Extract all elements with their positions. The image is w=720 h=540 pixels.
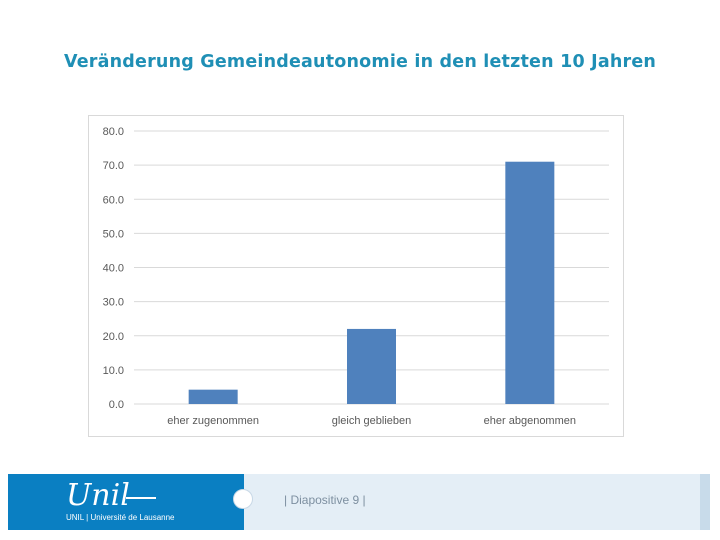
footer-dot [233,489,253,509]
y-tick-label: 70.0 [103,160,124,172]
y-tick-label: 80.0 [103,126,124,138]
footer-brand-panel [8,474,244,530]
logo-underline [126,497,156,499]
y-tick-label: 60.0 [103,194,124,206]
footer-edge [700,474,710,530]
slide-number: | Diapositive 9 | [284,493,366,507]
slide-title: Veränderung Gemeindeautonomie in den let… [63,52,657,72]
x-tick-label: eher abgenommen [484,415,576,427]
y-tick-label: 50.0 [103,228,124,240]
footer-info-panel [244,474,710,530]
bar [347,328,396,404]
logo-caption: UNIL | Université de Lausanne [66,513,175,522]
bar-chart: 0.0 10.0 20.0 30.0 40.0 50.0 60.0 70.0 80.0 eher … [103,126,609,427]
chart-frame: 0.0 10.0 20.0 30.0 40.0 50.0 60.0 70.0 80.0 eher … [88,115,624,437]
bar [188,389,238,404]
y-tick-label: 0.0 [109,399,124,411]
unil-logo: Unil [66,478,130,513]
y-tick-label: 20.0 [103,331,124,343]
y-tick-label: 30.0 [103,297,124,309]
x-tick-label: eher zugenommen [167,415,259,427]
y-tick-label: 10.0 [103,365,124,377]
bar [505,161,555,404]
y-tick-label: 40.0 [103,263,124,275]
x-tick-label: gleich geblieben [332,415,412,427]
